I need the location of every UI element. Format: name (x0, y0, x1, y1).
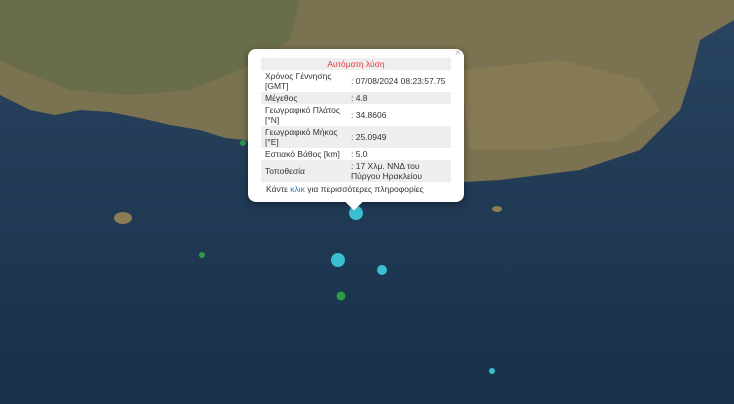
row-label: Γεωγραφικό Μήκος [°E] (261, 126, 347, 148)
more-prefix: Κάντε (266, 184, 291, 194)
quake-marker (240, 140, 246, 146)
row-label: Μέγεθος (261, 92, 347, 104)
close-icon[interactable]: × (454, 47, 461, 59)
row-value: : 34.8606 (351, 110, 387, 120)
row-value: : 17 Χλμ. ΝΝΔ του Πύργου Ηρακλείου (347, 160, 451, 182)
quake-marker (336, 291, 346, 301)
row-label: Χρόνος Γέννησης [GMT] (265, 71, 332, 91)
more-info-link[interactable]: κλικ (290, 184, 305, 194)
popup-title: Αυτόματη λύση (261, 58, 451, 70)
islet (492, 206, 502, 212)
row-label: Γεωγραφικό Πλάτος [°N] (265, 105, 340, 125)
islet (114, 212, 132, 224)
quake-marker (377, 265, 387, 275)
more-suffix: για περισσότερες πληροφορίες (304, 184, 424, 194)
row-label: Εστιακό Βάθος [km] (265, 149, 340, 159)
quake-marker (331, 253, 345, 267)
more-info-text: Κάντε κλικ για περισσότερες πληροφορίες (261, 184, 451, 195)
row-label: Τοποθεσία (261, 160, 347, 182)
row-value: : 5.0 (351, 149, 368, 159)
row-value: : 07/08/2024 08:23:57.75 (351, 76, 446, 86)
earthquake-details-table: Αυτόματη λύση Χρόνος Γέννησης [GMT] : 07/… (261, 58, 451, 182)
earthquake-popup: × Αυτόματη λύση Χρόνος Γέννησης [GMT] : 0… (248, 47, 464, 211)
quake-marker (489, 368, 495, 374)
quake-marker (199, 252, 205, 258)
row-value: : 4.8 (347, 92, 451, 104)
row-value: : 25.0949 (347, 126, 451, 148)
